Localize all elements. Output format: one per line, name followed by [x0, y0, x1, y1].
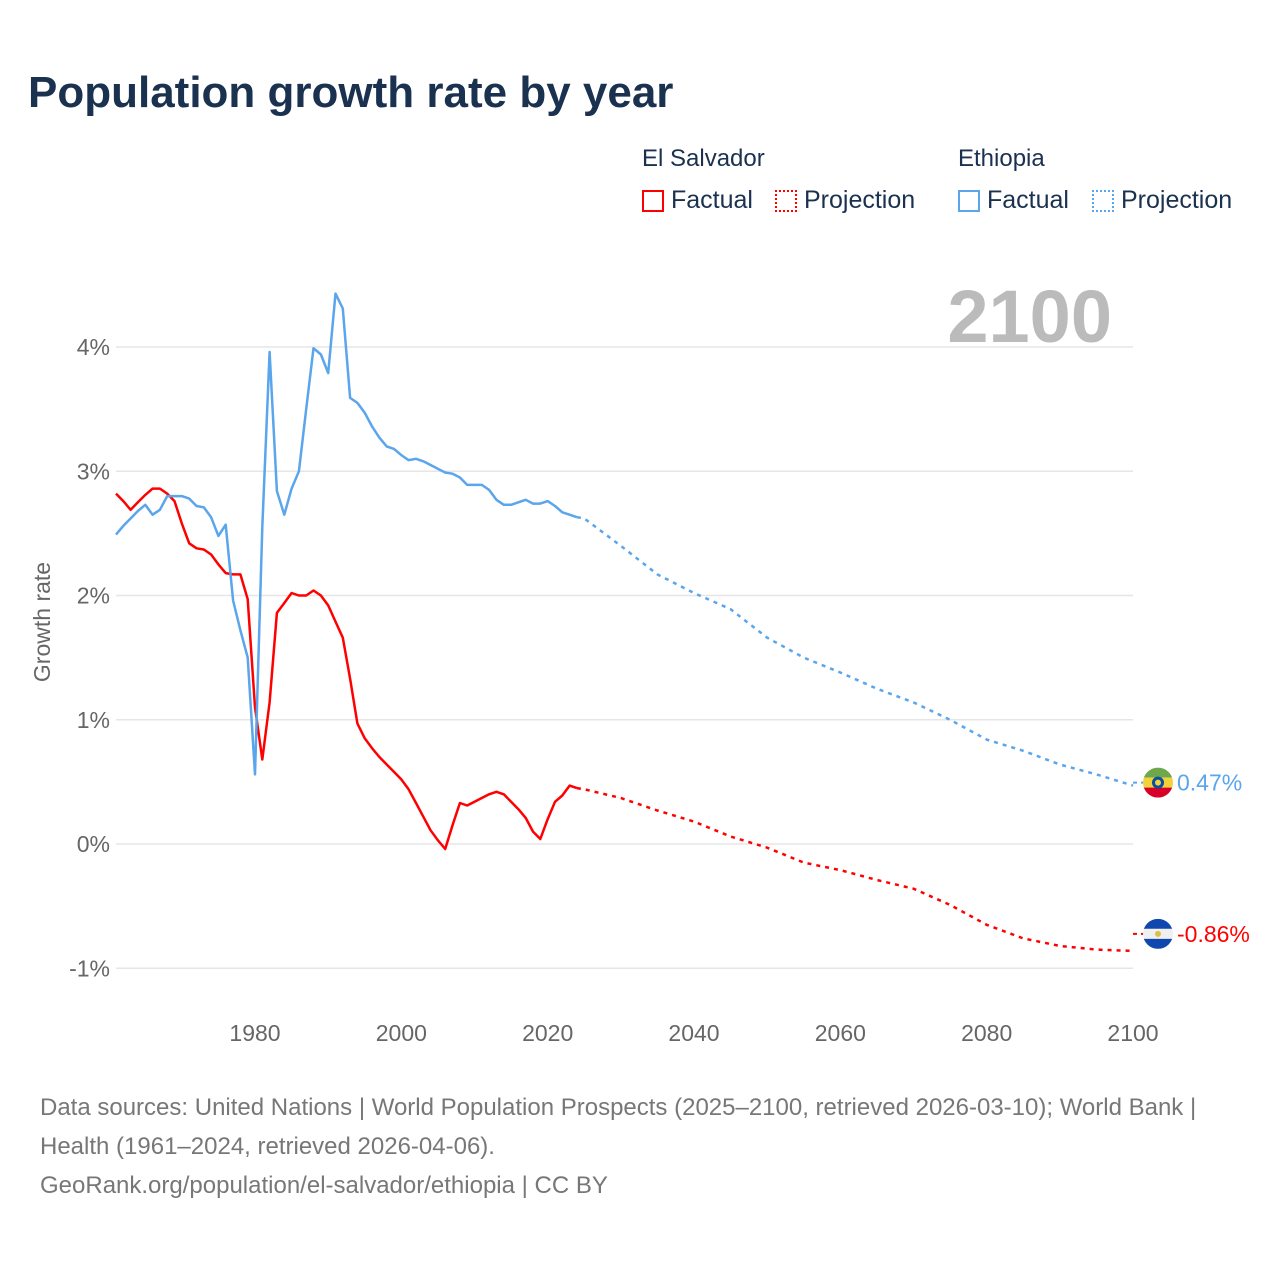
y-tick-label: 4%	[77, 334, 110, 360]
legend-ethiopia-factual[interactable]: Factual	[958, 186, 1069, 215]
x-tick-label: 1980	[229, 1020, 280, 1046]
series-line-el-salvador-factual	[115, 487, 578, 851]
y-axis-label: Growth rate	[29, 562, 55, 682]
legend-el-salvador-factual[interactable]: Factual	[642, 186, 753, 215]
legend-group-ethiopia: Ethiopia	[958, 145, 1045, 172]
legend-label: Projection	[804, 186, 916, 214]
x-tick-label: 2000	[376, 1020, 427, 1046]
legend-group-el-salvador: El Salvador	[642, 145, 765, 172]
end-value-label: 0.47%	[1177, 770, 1242, 796]
x-tick-label: 2100	[1107, 1020, 1158, 1046]
el-salvador-flag-icon	[1143, 918, 1173, 949]
legend-swatch-solid	[958, 189, 980, 212]
y-tick-label: -1%	[69, 955, 110, 981]
x-tick-label: 2020	[522, 1020, 573, 1046]
current-year-label: 2100	[947, 275, 1112, 358]
line-chart: -1% 0% 1% 2% 3% 4% 1980 2000 2020 2040 2060 2080 210…	[29, 275, 1250, 1046]
end-value-label: -0.86%	[1177, 921, 1250, 947]
x-tick-label: 2040	[668, 1020, 719, 1046]
legend-ethiopia-projection[interactable]: Projection	[1092, 186, 1232, 215]
y-tick-label: 3%	[77, 458, 110, 484]
legend-swatch-dotted	[775, 189, 797, 212]
footer: Data sources: United Nations | World Pop…	[40, 1088, 1240, 1205]
series-line-el-salvador-projection	[576, 786, 1134, 953]
x-tick-label: 2060	[815, 1020, 866, 1046]
series-line-ethiopia-factual	[115, 292, 578, 776]
data-sources: Data sources: United Nations | World Pop…	[40, 1094, 1197, 1160]
x-tick-label: 2080	[961, 1020, 1012, 1046]
legend-label: Factual	[987, 186, 1069, 214]
y-tick-label: 2%	[77, 583, 110, 609]
legend-swatch-solid	[642, 189, 664, 212]
legend-label: Projection	[1121, 186, 1233, 214]
legend-el-salvador-projection[interactable]: Projection	[775, 186, 915, 215]
ethiopia-flag-icon	[1143, 767, 1173, 798]
legend-label: Factual	[671, 186, 753, 214]
y-tick-label: 0%	[77, 831, 110, 857]
legend-swatch-dotted	[1092, 189, 1114, 212]
credit-link[interactable]: GeoRank.org/population/el-salvador/ethio…	[40, 1172, 608, 1199]
chart-title: Population growth rate by year	[28, 68, 674, 117]
series-line-ethiopia-projection	[576, 515, 1134, 787]
y-tick-label: 1%	[77, 707, 110, 733]
